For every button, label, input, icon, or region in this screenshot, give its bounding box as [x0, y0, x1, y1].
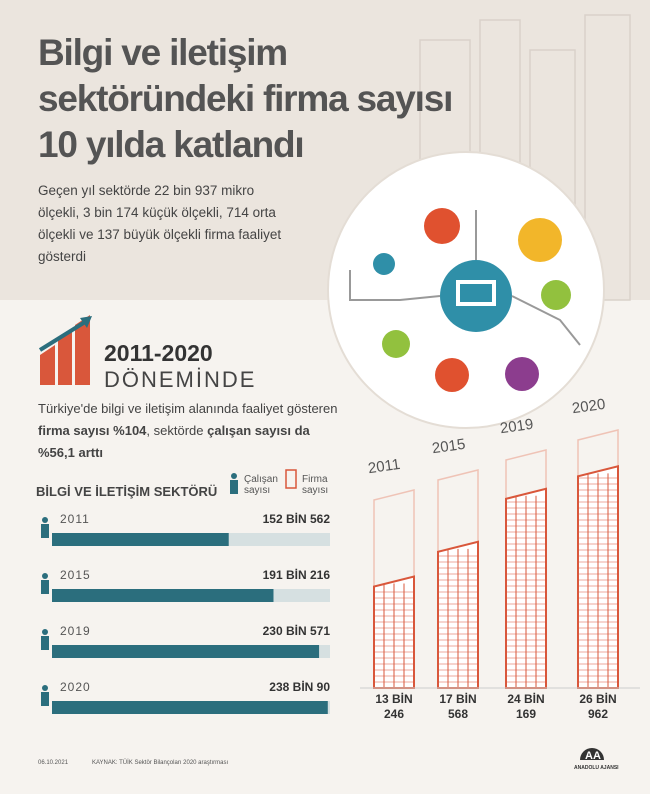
person-icon — [42, 517, 48, 523]
chart-title: BİLGİ VE İLETİŞİM SEKTÖRÜ — [36, 484, 218, 499]
bar — [52, 589, 274, 602]
category-label: 2011 — [60, 512, 90, 526]
source: KAYNAK: TÜİK Sektör Bilançoları 2020 ara… — [92, 760, 229, 766]
title-line: sektöründeki firma sayısı — [38, 78, 453, 119]
title-line: Bilgi ve iletişim — [38, 32, 288, 73]
legend-label: Firma sayısı — [302, 474, 329, 496]
value-label: 26 BİN 962 — [579, 692, 617, 721]
date: 06.10.2021 — [38, 760, 69, 766]
person-icon — [41, 636, 49, 650]
legend-label: Çalışan sayısı — [244, 474, 278, 496]
value-label: 230 BİN 571 — [262, 624, 330, 638]
agency: ANADOLU AJANSI — [574, 765, 619, 771]
value-label: 191 BİN 216 — [262, 568, 330, 582]
bar — [52, 645, 320, 658]
building-icon — [285, 469, 297, 489]
category-label: 2019 — [60, 624, 91, 638]
logo: AA — [585, 750, 601, 762]
person-icon — [42, 629, 48, 635]
person-icon — [230, 480, 238, 494]
description-part: firma sayısı %104 — [38, 423, 147, 438]
category-label: 2020 — [60, 680, 91, 694]
person-icon — [42, 573, 48, 579]
description-part: Türkiye'de bilgi ve iletişim alanında fa… — [38, 401, 338, 416]
value-label: 238 BİN 90 — [269, 680, 330, 694]
value-label: 152 BİN 562 — [262, 512, 330, 526]
category-label: 2015 — [60, 568, 91, 582]
description-part: , sektörde — [146, 423, 208, 438]
subtitle: Geçen yıl sektörde 22 bin 937 mikro ölçe… — [38, 183, 282, 264]
value-label: 24 BİN 169 — [507, 692, 545, 721]
person-icon — [41, 692, 49, 706]
value-label: 13 BİN 246 — [375, 692, 413, 721]
bar — [52, 701, 328, 714]
value-label: 17 BİN 568 — [439, 692, 477, 721]
period-years: 2011-2020 — [104, 340, 213, 366]
title: Bilgi ve iletişim sektöründeki firma sayı… — [38, 30, 453, 168]
description-part: çalışan sayısı — [207, 423, 291, 438]
person-icon — [42, 685, 48, 691]
description-part: da %56,1 arttı — [38, 423, 310, 460]
title-line: 10 yılda katlandı — [38, 124, 305, 165]
description: Türkiye'de bilgi ve iletişim alanında fa… — [38, 398, 343, 464]
person-icon — [41, 524, 49, 538]
person-icon — [231, 473, 237, 479]
person-icon — [41, 580, 49, 594]
bar — [52, 533, 229, 546]
period-label: DÖNEMİNDE — [104, 367, 257, 392]
